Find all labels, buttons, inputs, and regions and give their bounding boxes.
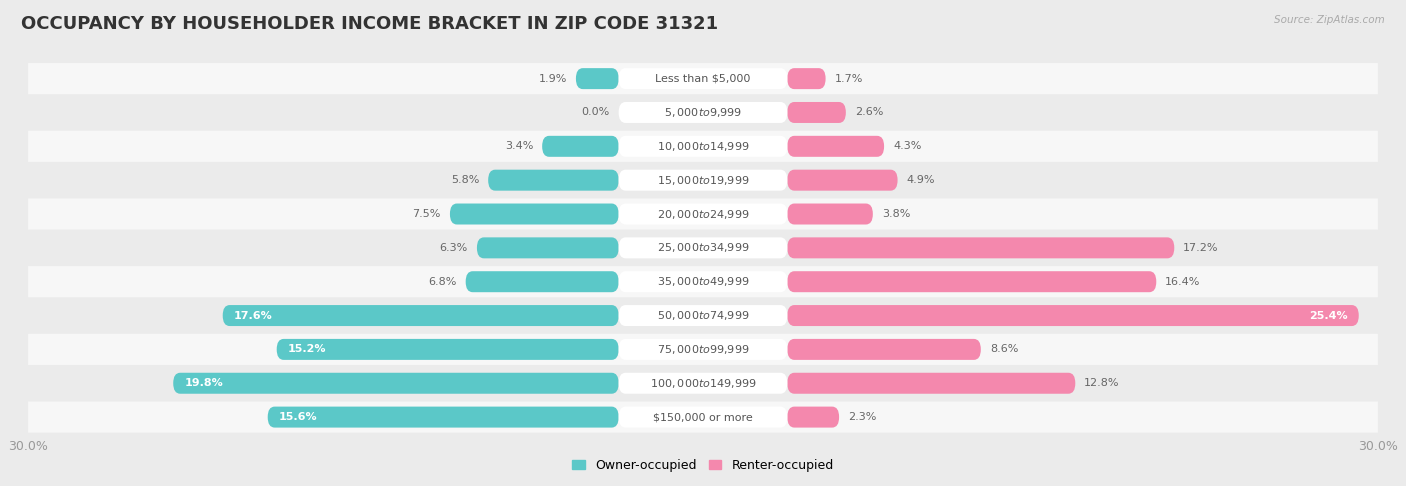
- Text: 1.9%: 1.9%: [538, 73, 567, 84]
- FancyBboxPatch shape: [619, 68, 787, 89]
- FancyBboxPatch shape: [222, 305, 619, 326]
- Text: 6.3%: 6.3%: [440, 243, 468, 253]
- Text: 7.5%: 7.5%: [412, 209, 441, 219]
- FancyBboxPatch shape: [787, 305, 1358, 326]
- FancyBboxPatch shape: [173, 373, 619, 394]
- FancyBboxPatch shape: [28, 232, 1378, 263]
- Text: Source: ZipAtlas.com: Source: ZipAtlas.com: [1274, 15, 1385, 25]
- FancyBboxPatch shape: [787, 68, 825, 89]
- Text: 4.3%: 4.3%: [893, 141, 921, 151]
- Text: 2.6%: 2.6%: [855, 107, 883, 118]
- FancyBboxPatch shape: [450, 204, 619, 225]
- Text: 15.6%: 15.6%: [278, 412, 318, 422]
- Text: Less than $5,000: Less than $5,000: [655, 73, 751, 84]
- Text: $150,000 or more: $150,000 or more: [654, 412, 752, 422]
- FancyBboxPatch shape: [28, 165, 1378, 196]
- FancyBboxPatch shape: [28, 198, 1378, 229]
- FancyBboxPatch shape: [28, 63, 1378, 94]
- Text: $100,000 to $149,999: $100,000 to $149,999: [650, 377, 756, 390]
- Text: $75,000 to $99,999: $75,000 to $99,999: [657, 343, 749, 356]
- Text: 19.8%: 19.8%: [184, 378, 224, 388]
- FancyBboxPatch shape: [787, 204, 873, 225]
- FancyBboxPatch shape: [787, 237, 1174, 259]
- Text: $5,000 to $9,999: $5,000 to $9,999: [664, 106, 742, 119]
- Text: $15,000 to $19,999: $15,000 to $19,999: [657, 174, 749, 187]
- FancyBboxPatch shape: [488, 170, 619, 191]
- Text: 4.9%: 4.9%: [907, 175, 935, 185]
- FancyBboxPatch shape: [787, 373, 1076, 394]
- FancyBboxPatch shape: [787, 339, 981, 360]
- Text: 12.8%: 12.8%: [1084, 378, 1119, 388]
- FancyBboxPatch shape: [619, 136, 787, 157]
- Text: 3.8%: 3.8%: [882, 209, 910, 219]
- FancyBboxPatch shape: [465, 271, 619, 292]
- Text: $50,000 to $74,999: $50,000 to $74,999: [657, 309, 749, 322]
- Text: $10,000 to $14,999: $10,000 to $14,999: [657, 140, 749, 153]
- Text: $25,000 to $34,999: $25,000 to $34,999: [657, 242, 749, 254]
- Text: 8.6%: 8.6%: [990, 345, 1018, 354]
- FancyBboxPatch shape: [477, 237, 619, 259]
- Text: 25.4%: 25.4%: [1309, 311, 1347, 321]
- FancyBboxPatch shape: [619, 373, 787, 394]
- FancyBboxPatch shape: [619, 305, 787, 326]
- FancyBboxPatch shape: [277, 339, 619, 360]
- Text: 1.7%: 1.7%: [835, 73, 863, 84]
- Text: $35,000 to $49,999: $35,000 to $49,999: [657, 275, 749, 288]
- FancyBboxPatch shape: [28, 300, 1378, 331]
- FancyBboxPatch shape: [28, 97, 1378, 128]
- Text: 0.0%: 0.0%: [582, 107, 610, 118]
- FancyBboxPatch shape: [267, 407, 619, 428]
- FancyBboxPatch shape: [619, 204, 787, 225]
- Legend: Owner-occupied, Renter-occupied: Owner-occupied, Renter-occupied: [568, 453, 838, 477]
- FancyBboxPatch shape: [619, 170, 787, 191]
- FancyBboxPatch shape: [28, 334, 1378, 365]
- FancyBboxPatch shape: [787, 271, 1156, 292]
- Text: 15.2%: 15.2%: [288, 345, 326, 354]
- FancyBboxPatch shape: [28, 131, 1378, 162]
- Text: $20,000 to $24,999: $20,000 to $24,999: [657, 208, 749, 221]
- FancyBboxPatch shape: [619, 339, 787, 360]
- Text: 5.8%: 5.8%: [451, 175, 479, 185]
- FancyBboxPatch shape: [576, 68, 619, 89]
- FancyBboxPatch shape: [787, 136, 884, 157]
- Text: 3.4%: 3.4%: [505, 141, 533, 151]
- Text: 16.4%: 16.4%: [1166, 277, 1201, 287]
- FancyBboxPatch shape: [619, 237, 787, 259]
- FancyBboxPatch shape: [28, 368, 1378, 399]
- FancyBboxPatch shape: [28, 401, 1378, 433]
- Text: 17.2%: 17.2%: [1184, 243, 1219, 253]
- FancyBboxPatch shape: [543, 136, 619, 157]
- Text: 17.6%: 17.6%: [233, 311, 273, 321]
- FancyBboxPatch shape: [619, 102, 787, 123]
- FancyBboxPatch shape: [619, 271, 787, 292]
- FancyBboxPatch shape: [787, 407, 839, 428]
- FancyBboxPatch shape: [619, 407, 787, 428]
- FancyBboxPatch shape: [787, 102, 846, 123]
- Text: 2.3%: 2.3%: [848, 412, 876, 422]
- Text: 6.8%: 6.8%: [429, 277, 457, 287]
- FancyBboxPatch shape: [787, 170, 897, 191]
- Text: OCCUPANCY BY HOUSEHOLDER INCOME BRACKET IN ZIP CODE 31321: OCCUPANCY BY HOUSEHOLDER INCOME BRACKET …: [21, 15, 718, 33]
- FancyBboxPatch shape: [28, 266, 1378, 297]
